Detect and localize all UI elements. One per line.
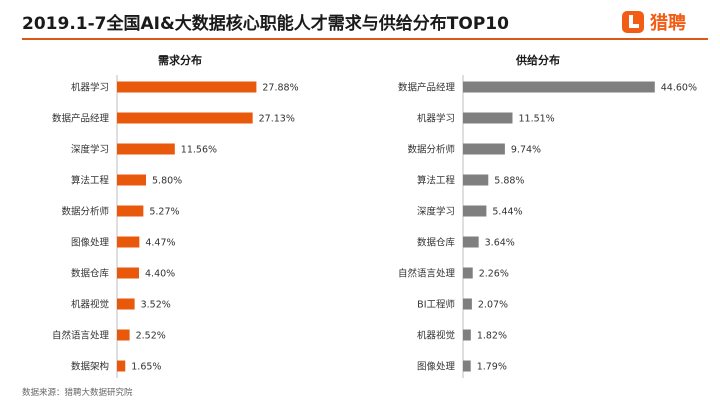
demand-value-label: 27.13% bbox=[259, 114, 295, 125]
supply-bar bbox=[463, 112, 513, 124]
supply-bar bbox=[463, 205, 487, 217]
supply-bar bbox=[463, 329, 471, 341]
supply-value-label: 5.44% bbox=[492, 207, 522, 218]
demand-bar bbox=[117, 298, 135, 310]
demand-bar bbox=[117, 236, 140, 248]
demand-value-label: 5.27% bbox=[149, 207, 179, 218]
demand-value-label: 27.88% bbox=[262, 83, 298, 94]
supply-bar bbox=[463, 360, 471, 372]
demand-value-label: 3.52% bbox=[141, 300, 171, 311]
demand-category-label: 深度学习 bbox=[71, 144, 109, 156]
brand-logo: 猎聘 bbox=[622, 9, 686, 35]
demand-bar bbox=[117, 329, 130, 341]
supply-value-label: 1.82% bbox=[477, 331, 507, 342]
demand-bar bbox=[117, 360, 126, 372]
demand-category-label: 数据分析师 bbox=[61, 206, 109, 218]
demand-value-label: 1.65% bbox=[131, 362, 161, 373]
supply-bar bbox=[463, 143, 505, 155]
demand-category-label: 图像处理 bbox=[71, 237, 110, 249]
supply-category-label: 自然语言处理 bbox=[398, 268, 456, 280]
supply-bar bbox=[463, 236, 479, 248]
supply-category-label: 数据仓库 bbox=[417, 237, 456, 249]
demand-category-label: 机器学习 bbox=[71, 82, 109, 94]
page-title: 2019.1-7全国AI&大数据核心职能人才需求与供给分布TOP10 bbox=[22, 14, 509, 34]
demand-value-label: 4.40% bbox=[145, 269, 175, 280]
supply-value-label: 9.74% bbox=[511, 145, 541, 156]
brand-name: 猎聘 bbox=[650, 13, 686, 34]
demand-bar bbox=[117, 174, 146, 186]
demand-category-label: 数据仓库 bbox=[71, 268, 110, 280]
demand-category-label: 自然语言处理 bbox=[52, 330, 110, 342]
supply-category-label: 图像处理 bbox=[417, 361, 456, 373]
data-source-note: 数据来源：猎聘大数据研究院 bbox=[22, 388, 133, 398]
supply-category-label: 机器学习 bbox=[417, 113, 455, 125]
demand-bar bbox=[117, 267, 139, 279]
supply-value-label: 3.64% bbox=[485, 238, 515, 249]
demand-bar bbox=[117, 143, 175, 155]
demand-category-label: 算法工程 bbox=[71, 175, 110, 187]
supply-value-label: 2.26% bbox=[479, 269, 509, 280]
demand-value-label: 4.47% bbox=[145, 238, 175, 249]
demand-category-label: 机器视觉 bbox=[71, 299, 109, 311]
supply-category-label: 数据产品经理 bbox=[398, 82, 456, 94]
demand-value-label: 11.56% bbox=[181, 145, 217, 156]
title-divider bbox=[22, 38, 708, 40]
supply-value-label: 44.60% bbox=[661, 83, 697, 94]
demand-bar bbox=[117, 205, 144, 217]
demand-value-label: 2.52% bbox=[136, 331, 166, 342]
supply-chart-title: 供给分布 bbox=[515, 53, 560, 67]
demand-bar bbox=[117, 112, 253, 124]
supply-category-label: BI工程师 bbox=[417, 299, 455, 311]
supply-value-label: 1.79% bbox=[477, 362, 507, 373]
demand-bar bbox=[117, 81, 257, 93]
supply-category-label: 机器视觉 bbox=[417, 330, 455, 342]
demand-chart-title: 需求分布 bbox=[158, 53, 202, 67]
supply-value-label: 11.51% bbox=[518, 114, 554, 125]
demand-value-label: 5.80% bbox=[152, 176, 182, 187]
supply-category-label: 算法工程 bbox=[417, 175, 456, 187]
supply-category-label: 数据分析师 bbox=[407, 144, 455, 156]
supply-bar bbox=[463, 267, 473, 279]
supply-value-label: 2.07% bbox=[478, 300, 508, 311]
liepin-logo-icon bbox=[622, 11, 644, 33]
supply-value-label: 5.88% bbox=[494, 176, 524, 187]
supply-bar bbox=[463, 298, 472, 310]
supply-bar bbox=[463, 81, 655, 93]
demand-category-label: 数据架构 bbox=[71, 361, 109, 373]
demand-category-label: 数据产品经理 bbox=[52, 113, 110, 125]
supply-bar bbox=[463, 174, 489, 186]
supply-category-label: 深度学习 bbox=[417, 206, 455, 218]
